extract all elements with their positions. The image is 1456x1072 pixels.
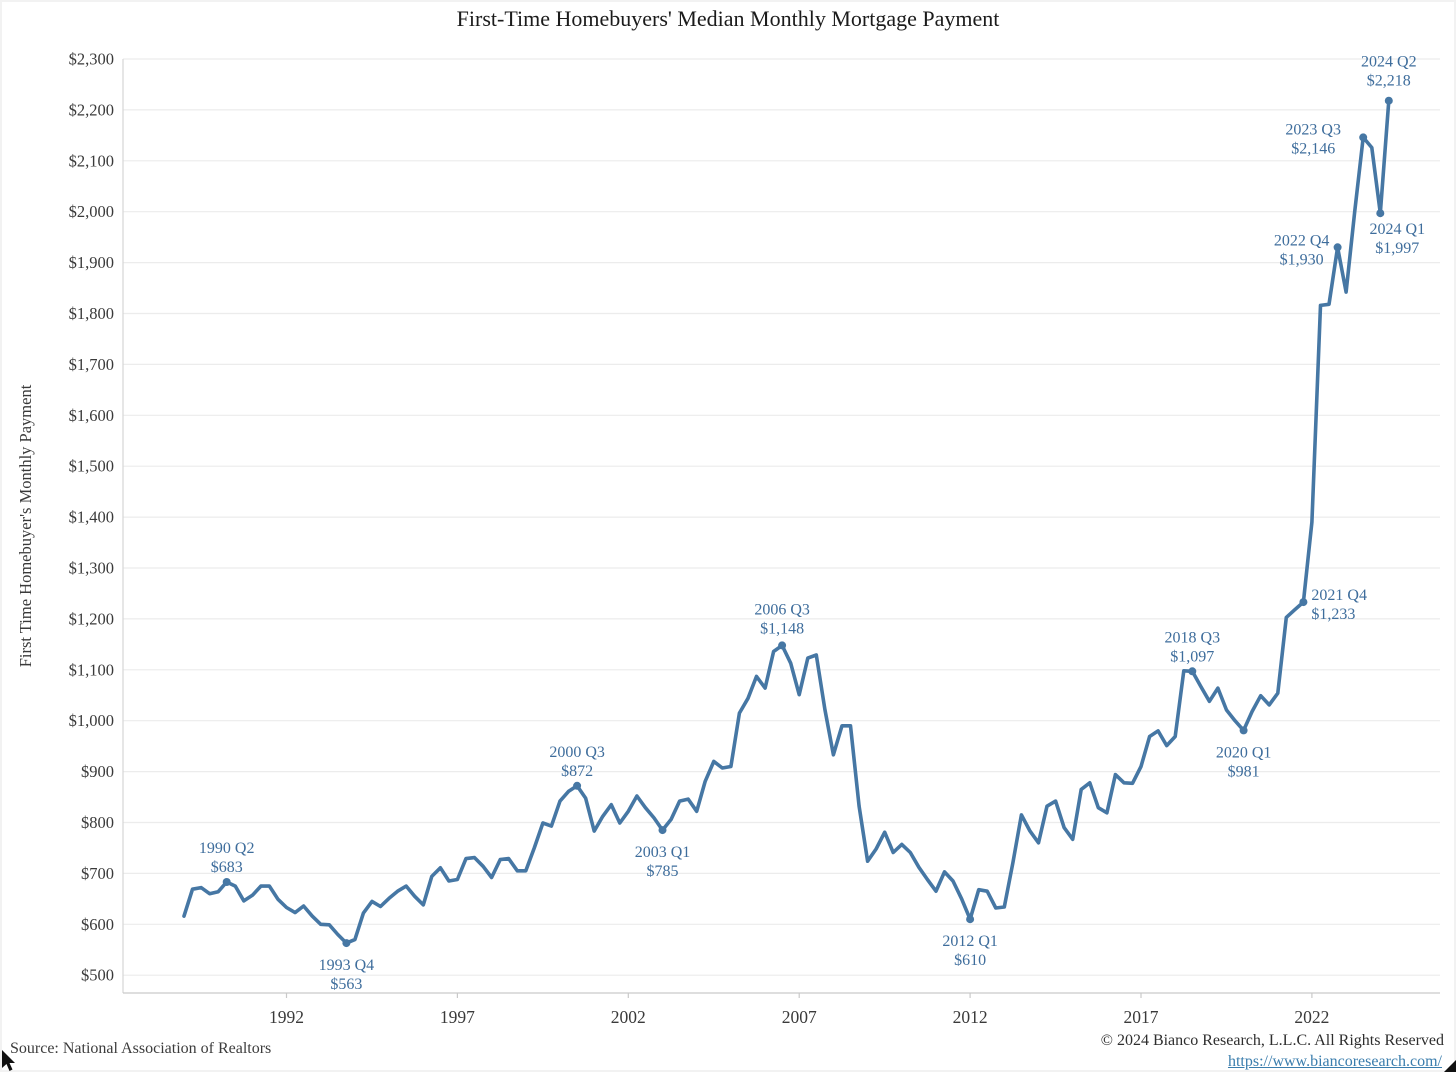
x-tick-label: 2012 [953,1007,988,1027]
annotation-quarter-label: 2024 Q2 [1361,54,1417,71]
annotation-value-label: $2,218 [1367,73,1411,90]
y-tick-label: $1,900 [69,253,114,272]
data-point-marker [1333,243,1342,252]
y-tick-label: $1,700 [69,355,114,374]
annotation-value-label: $683 [211,859,243,876]
annotation-quarter-label: 1993 Q4 [319,957,375,974]
mortgage-payment-chart: $500 $600 $700 $800 $900 $1,000 $1,100 $1,200 $1… [16,50,1440,1027]
corner-artifact [1444,1060,1456,1072]
x-tick-label: 2007 [782,1007,817,1027]
annotation-quarter-label: 2003 Q1 [635,844,691,861]
y-tick-label: $1,200 [69,609,114,628]
x-tick-label: 1997 [440,1007,475,1027]
annotation-value-label: $2,146 [1291,140,1335,157]
y-tick-label: $1,300 [69,559,114,578]
bianco-research-link[interactable]: https://www.biancoresearch.com/ [1227,1053,1442,1070]
data-point-marker [658,826,667,835]
data-point-marker [1239,726,1248,735]
annotation-quarter-label: 2020 Q1 [1216,744,1272,761]
y-tick-label: $2,200 [69,100,114,119]
annotation-value-label: $563 [330,976,362,993]
data-point-marker [1384,96,1393,105]
x-tick-label: 2017 [1124,1007,1159,1027]
annotation-quarter-label: 2021 Q4 [1311,587,1367,604]
chart-title: First-Time Homebuyers' Median Monthly Mo… [456,6,1000,31]
y-axis-title: First Time Homebuyer's Monthly Payment [16,384,35,667]
data-point-marker [1188,667,1197,676]
copyright-note: © 2024 Bianco Research, L.L.C. All Right… [1100,1032,1444,1049]
annotation-value-label: $981 [1228,763,1260,780]
annotation-quarter-label: 2018 Q3 [1165,629,1221,646]
data-point-marker [1299,598,1308,607]
x-tick-label: 2002 [611,1007,646,1027]
mouse-cursor-icon [2,1050,15,1071]
source-note: Source: National Association of Realtors [10,1040,272,1057]
data-point-marker [778,641,787,650]
annotation-value-label: $1,930 [1280,251,1324,268]
annotation-value-label: $1,233 [1311,606,1355,623]
annotation-value-label: $785 [647,863,679,880]
y-tick-label: $500 [81,966,114,985]
data-point-marker [222,878,231,886]
x-tick-label: 1992 [269,1007,304,1027]
y-tick-label: $900 [81,762,114,781]
y-tick-label: $700 [81,864,114,883]
annotation-quarter-label: 2024 Q1 [1370,221,1426,238]
data-point-marker [573,781,582,790]
data-point-marker [1359,133,1368,142]
y-tick-label: $1,400 [69,508,114,527]
y-tick-label: $600 [81,915,114,934]
annotation-quarter-label: 2006 Q3 [754,601,810,618]
y-tick-label: $1,000 [69,711,114,730]
data-point-marker [1376,209,1385,218]
y-tick-label: $1,800 [69,304,114,323]
annotation-quarter-label: 2000 Q3 [549,744,605,761]
data-point-marker [342,939,351,948]
y-tick-label: $800 [81,813,114,832]
data-point-marker [966,915,975,924]
payment-line-series [182,98,1391,945]
annotation-quarter-label: 1990 Q2 [199,840,255,857]
y-tick-label: $2,100 [69,151,114,170]
annotation-value-label: $872 [561,763,593,780]
annotation-value-label: $1,097 [1170,648,1214,665]
annotation-value-label: $1,148 [760,620,804,637]
y-tick-label: $2,300 [69,50,114,69]
annotation-quarter-label: 2012 Q1 [942,933,998,950]
annotation-value-label: $1,997 [1375,240,1419,257]
annotation-quarter-label: 2023 Q3 [1285,121,1341,138]
y-tick-label: $1,500 [69,457,114,476]
y-tick-label: $1,100 [69,660,114,679]
annotation-value-label: $610 [954,952,986,969]
x-tick-label: 2022 [1294,1007,1329,1027]
y-tick-label: $1,600 [69,406,114,425]
y-tick-label: $2,000 [69,202,114,221]
annotation-quarter-label: 2022 Q4 [1274,232,1330,249]
